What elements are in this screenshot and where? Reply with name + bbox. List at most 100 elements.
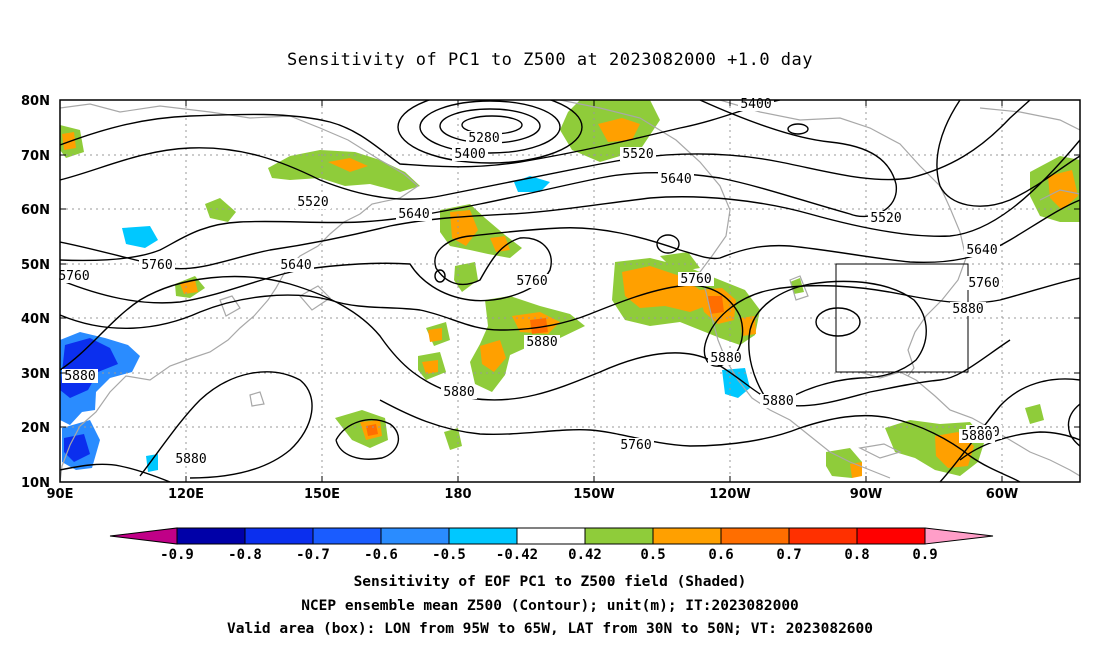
positive-patch: [205, 198, 236, 222]
positive-patch: [428, 328, 442, 342]
colorbar-label: -0.7: [296, 547, 330, 563]
lon-label: 180: [444, 487, 471, 502]
contour-label-bg: [173, 452, 209, 466]
contour-line: [419, 100, 561, 154]
colorbar-label: 0.6: [708, 547, 733, 563]
colorbar-segment: [652, 527, 722, 545]
contour-label-bg: [620, 147, 656, 161]
contour-label: 5520: [870, 211, 901, 226]
contour-label-bg: [950, 302, 986, 316]
positive-patch: [180, 280, 198, 294]
z500-contours: [60, 100, 1080, 482]
lat-label: 60N: [21, 203, 50, 218]
negative-patch: [722, 368, 750, 398]
colorbar-segment: [788, 527, 858, 545]
coastline: [789, 275, 809, 301]
colorbar-segment: [448, 527, 518, 545]
lon-label: 150E: [304, 487, 340, 502]
contour-label-bg: [396, 207, 432, 221]
contour-label: 5760: [620, 438, 651, 453]
colorbar-label: 0.9: [912, 547, 937, 563]
contour-label-bg: [964, 243, 1000, 257]
lat-label: 30N: [21, 367, 50, 382]
color-bar: -0.9 -0.8 -0.7 -0.6 -0.5 -0.42 0.42 0.5 0.6 0.7 0.…: [109, 527, 994, 563]
colorbar-label: 0.42: [568, 547, 602, 563]
positive-patch: [598, 118, 640, 142]
contour-line: [936, 100, 1080, 207]
positive-patch: [660, 252, 700, 272]
colorbar-segment: [312, 527, 382, 545]
colorbar-min-arrow: [109, 527, 178, 545]
lat-label: 70N: [21, 149, 50, 164]
contour-line: [335, 419, 400, 460]
contour-line: [139, 371, 313, 479]
contour-label: 5760: [516, 274, 547, 289]
negative-patch: [122, 226, 158, 248]
contour-label: 5880: [952, 302, 983, 317]
coastline: [858, 443, 902, 459]
colorbar-label: -0.42: [496, 547, 538, 563]
contour-label: 5880: [762, 394, 793, 409]
coastline: [299, 285, 331, 311]
lon-label: 90W: [850, 487, 882, 502]
contour-label-bg: [618, 438, 654, 452]
contour-label-bg: [678, 272, 714, 286]
footer-line-1: Sensitivity of EOF PC1 to Z500 field (Sh…: [353, 574, 747, 590]
lat-lon-grid: [60, 100, 1080, 482]
positive-patch: [450, 210, 478, 246]
positive-patch: [708, 296, 724, 314]
colorbar-label: 0.7: [776, 547, 801, 563]
contour-label: 5520: [622, 147, 653, 162]
contour-label-bg: [868, 211, 904, 225]
contour-label: 5760: [968, 276, 999, 291]
contour-label-bg: [514, 274, 550, 288]
lat-label: 20N: [21, 421, 50, 436]
contour-label-bg: [466, 131, 502, 145]
map-title: Sensitivity of PC1 to Z500 at 2023082000…: [286, 50, 813, 70]
colorbar-max-arrow: [924, 527, 994, 545]
positive-patch: [366, 424, 378, 436]
coastline: [979, 107, 1080, 131]
contour-label: 5880: [526, 335, 557, 350]
positive-patch: [422, 360, 438, 374]
contour-line: [60, 139, 1080, 270]
colorbar-segment: [856, 527, 926, 545]
contour-line: [959, 431, 1080, 461]
coastline: [719, 100, 967, 377]
colorbar-label: 0.8: [844, 547, 869, 563]
contour-line: [434, 269, 446, 283]
positive-patch: [444, 428, 462, 450]
contour-line: [60, 100, 897, 262]
contour-line: [60, 100, 1031, 200]
contour-label: 5640: [660, 172, 691, 187]
positive-patch: [490, 236, 510, 252]
lon-label: 60W: [986, 487, 1018, 502]
positive-patch: [1025, 404, 1044, 424]
contour-line: [60, 275, 1011, 407]
contour-line: [939, 378, 1080, 482]
contour-label-bg: [441, 385, 477, 399]
contour-label: 5400: [454, 147, 485, 162]
contour-label: 5880: [175, 452, 206, 467]
lat-label: 80N: [21, 94, 50, 109]
colorbar-label: -0.9: [160, 547, 194, 563]
positive-patch: [268, 150, 420, 192]
contour-line: [815, 307, 861, 337]
map-frame: [59, 99, 1081, 483]
contour-label: 5880: [710, 351, 741, 366]
coastline: [60, 103, 419, 187]
contour-label: 5280: [468, 131, 499, 146]
contour-line: [748, 280, 927, 405]
coastline: [219, 295, 241, 317]
sensitivity-shading: [60, 100, 1080, 478]
contour-line: [397, 100, 583, 164]
colorbar-segment: [380, 527, 450, 545]
lon-label: 90E: [47, 487, 74, 502]
contour-label: 5760: [141, 258, 172, 273]
colorbar-segment: [516, 527, 586, 545]
positive-patch: [530, 318, 548, 334]
coastline: [249, 391, 265, 407]
footer-line-3: Valid area (box): LON from 95W to 65W, L…: [226, 621, 873, 637]
